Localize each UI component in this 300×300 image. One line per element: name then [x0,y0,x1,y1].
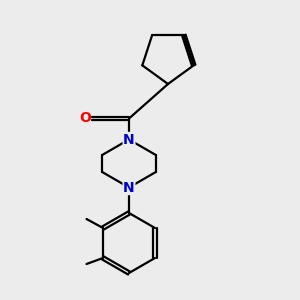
Text: O: O [79,112,91,125]
Text: N: N [123,181,135,194]
Text: N: N [123,133,135,146]
